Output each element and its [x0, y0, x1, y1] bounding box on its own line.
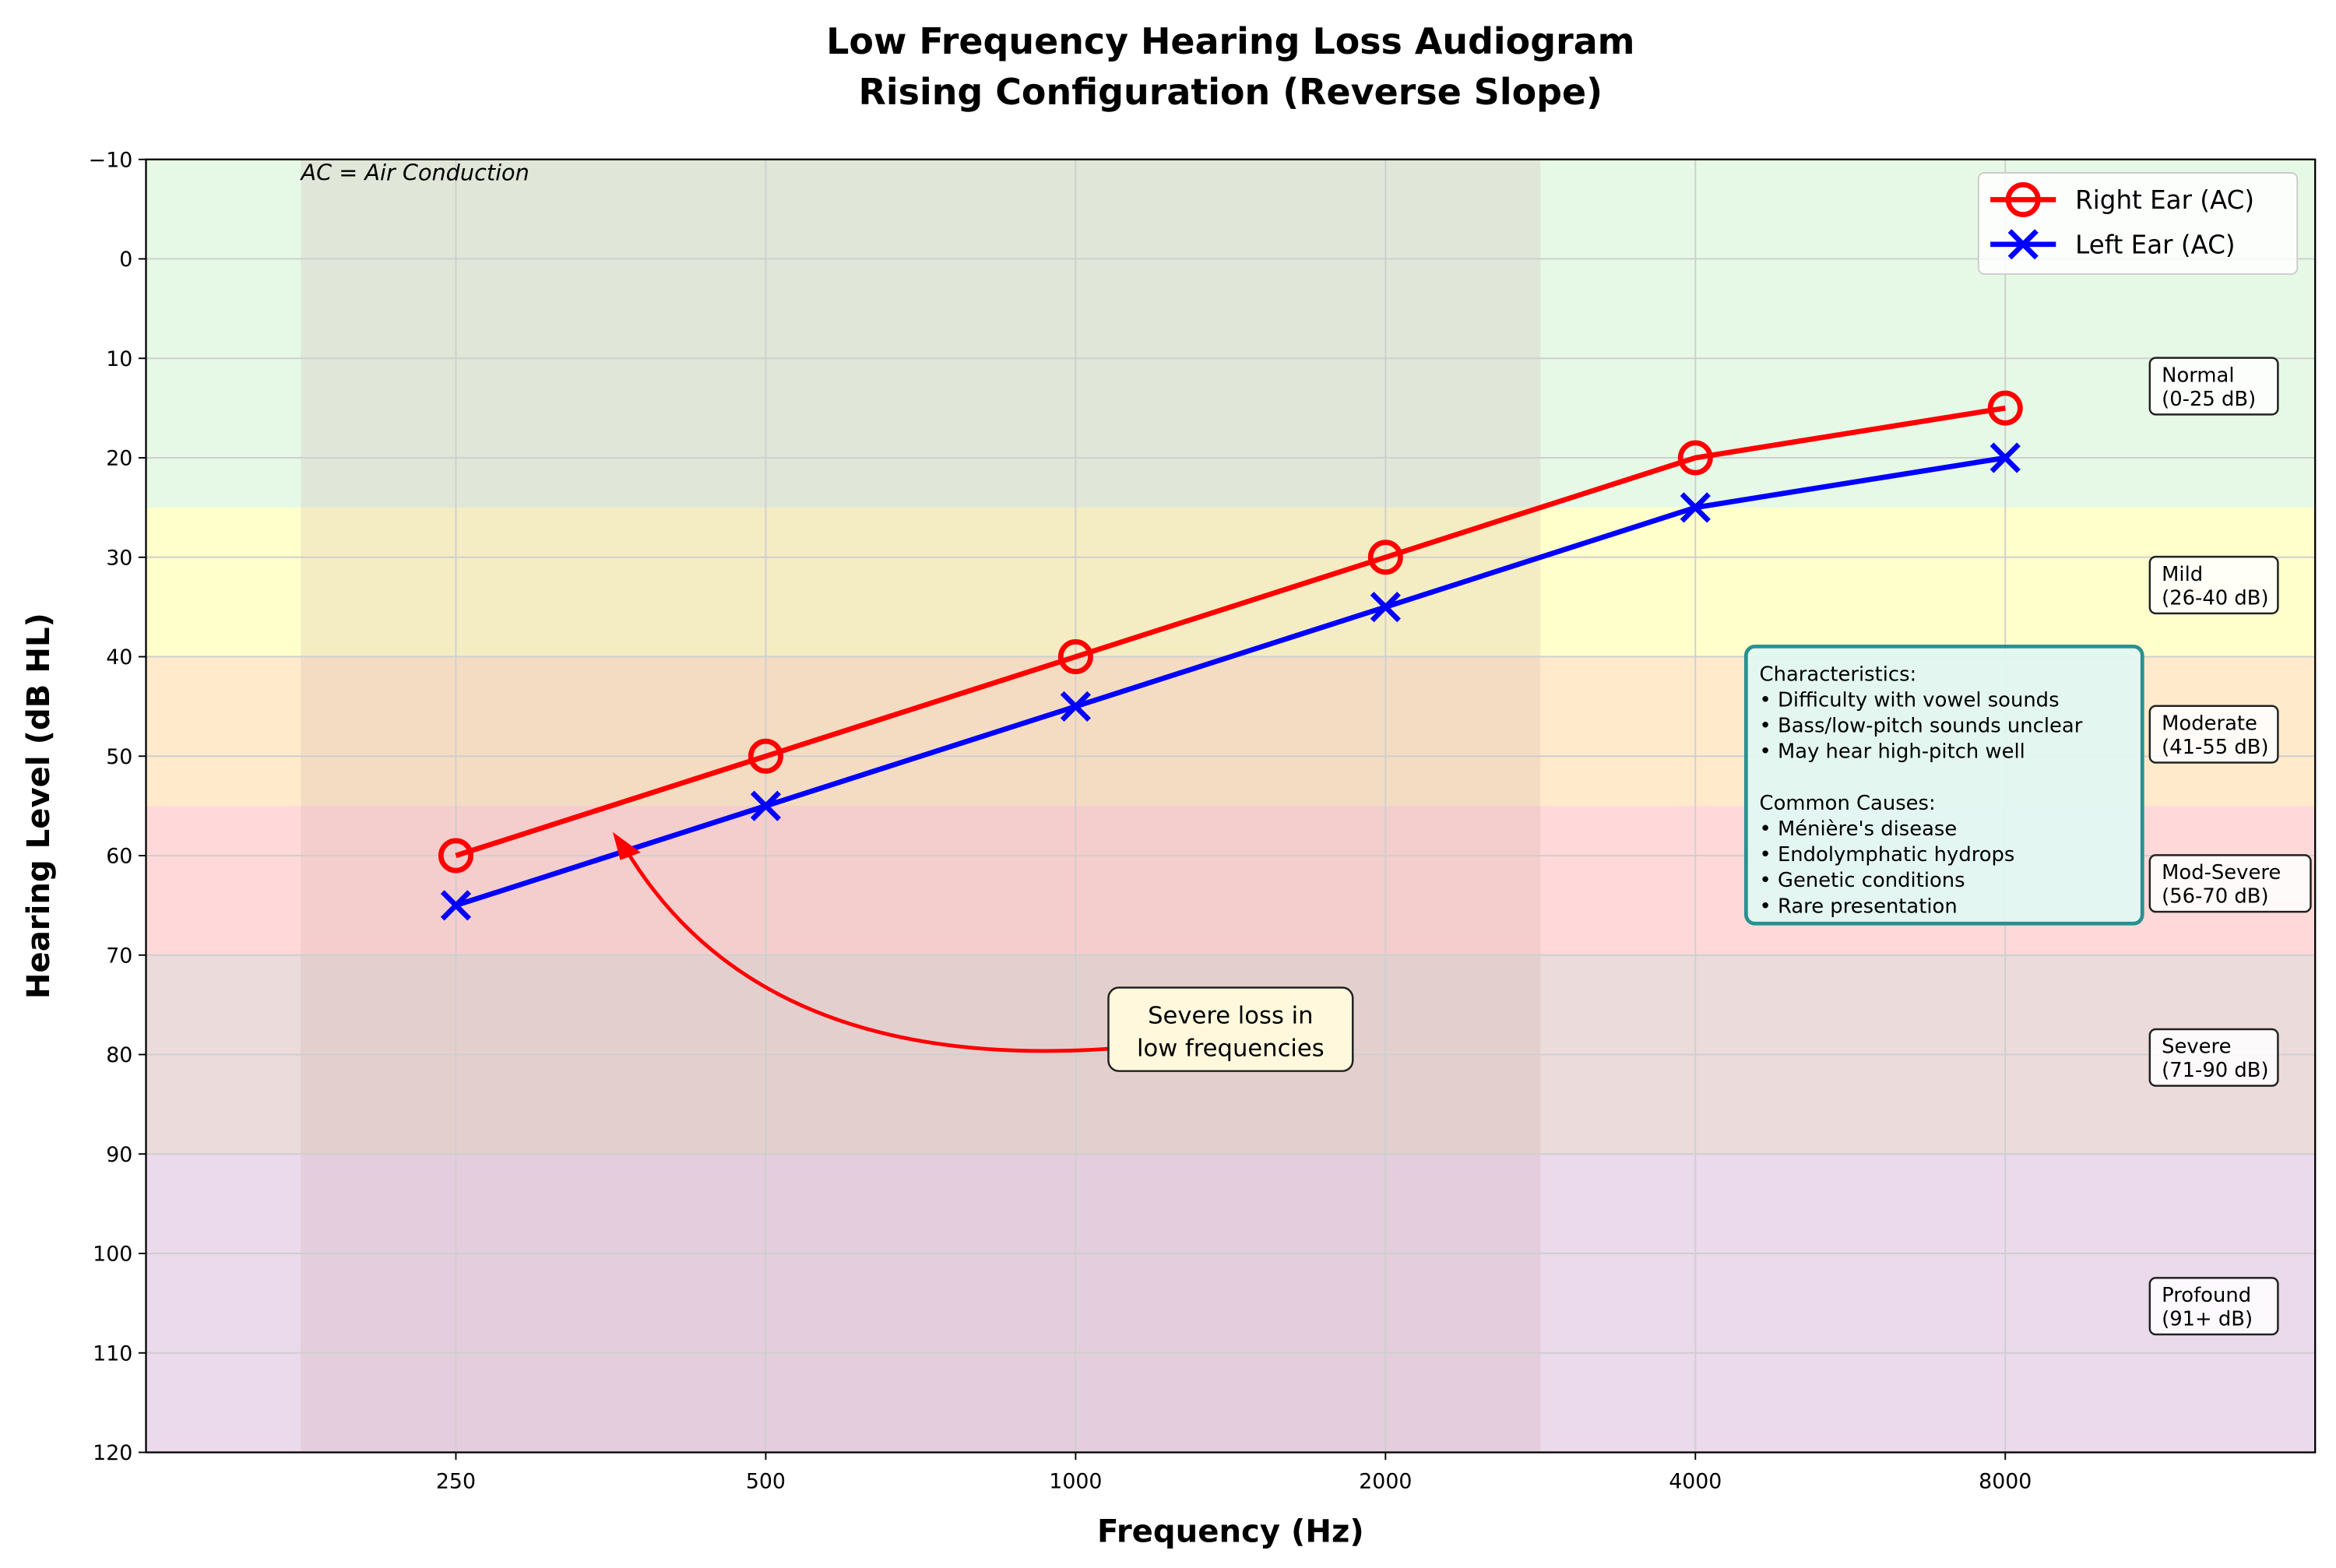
y-axis-label: Hearing Level (dB HL)	[21, 613, 57, 999]
arrow-head-icon	[612, 831, 641, 860]
ac-note: AC = Air Conduction	[299, 160, 529, 186]
y-tick-label: 90	[106, 1143, 132, 1167]
series-line-left	[455, 455, 2006, 909]
info-box-line: • May hear high-pitch well	[1760, 740, 2025, 764]
x-marker-icon	[2007, 229, 2039, 260]
info-box-line: Common Causes:	[1760, 792, 1936, 815]
band-normal	[146, 159, 2316, 508]
low-frequency-region	[301, 159, 1541, 1453]
annotation-text: Severe loss in	[1148, 1002, 1313, 1029]
info-box-line: • Bass/low-pitch sounds unclear	[1760, 715, 2083, 738]
severity-range: (91+ dB)	[2162, 1308, 2253, 1331]
info-box-line: Characteristics:	[1760, 663, 1917, 686]
x-tick-label: 4000	[1669, 1469, 1722, 1493]
x-mark-stroke	[1680, 492, 1711, 523]
severity-label: Severe	[2162, 1035, 2231, 1059]
severity-range: (56-70 dB)	[2162, 885, 2268, 909]
left-ear-point	[1989, 442, 2021, 473]
info-box-line: • Genetic conditions	[1760, 869, 1965, 892]
x-tick-label: 8000	[1979, 1469, 2032, 1493]
info-box-line: • Ménière's disease	[1760, 817, 1958, 841]
severity-label: Profound	[2162, 1284, 2251, 1307]
y-tick-label: 70	[106, 944, 132, 968]
legend-box	[1977, 172, 2299, 276]
right-ear-point	[1057, 639, 1093, 674]
y-tick-label: 20	[106, 447, 132, 471]
info-box-line: • Difficulty with vowel sounds	[1760, 689, 2060, 712]
left-ear-point	[1060, 691, 1091, 722]
severity-range: (0-25 dB)	[2162, 388, 2256, 411]
series-layer	[438, 390, 2023, 921]
legend-label: Right Ear (AC)	[2075, 185, 2254, 215]
x-mark-stroke	[1060, 691, 1091, 722]
x-mark-stroke	[750, 790, 782, 821]
x-tick-label: 2000	[1359, 1469, 1412, 1493]
x-mark-stroke	[1370, 592, 1401, 623]
right-ear-point	[1677, 440, 1713, 476]
plot-frame	[145, 158, 2317, 1454]
y-tick-label: 40	[106, 645, 132, 670]
severity-label: Normal	[2162, 364, 2234, 387]
circle-marker-icon	[2005, 181, 2041, 217]
x-mark-stroke	[440, 890, 472, 921]
x-mark-stroke	[1989, 442, 2021, 473]
chart-title: Low Frequency Hearing Loss Audiogram	[826, 20, 1634, 62]
right-ear-point	[1987, 390, 2023, 426]
y-tick-label: 60	[106, 845, 132, 869]
annotation-text: low frequencies	[1137, 1035, 1325, 1063]
band-mild	[146, 507, 2316, 657]
x-tick-label: 500	[746, 1469, 786, 1493]
x-axis-label: Frequency (Hz)	[1097, 1514, 1364, 1549]
y-tick-label: 30	[106, 546, 132, 570]
y-tick-label: −10	[89, 148, 132, 172]
band-profound	[146, 1154, 2316, 1453]
series-line-right	[455, 405, 2006, 859]
severity-label-box	[2148, 357, 2279, 416]
annotation-arrow	[624, 848, 1110, 1053]
y-tick-label: 0	[119, 248, 132, 272]
info-box	[1743, 645, 2144, 926]
severity-range: (41-55 dB)	[2162, 736, 2268, 759]
right-ear-point	[748, 738, 783, 774]
severity-label-box	[2148, 555, 2279, 615]
y-tick-label: 10	[106, 347, 132, 371]
severity-label: Mild	[2162, 563, 2203, 586]
right-ear-point	[1367, 540, 1403, 575]
legend-label: Left Ear (AC)	[2075, 230, 2235, 259]
y-tick-label: 80	[106, 1043, 132, 1067]
chart-subtitle: Rising Configuration (Reverse Slope)	[859, 71, 1603, 113]
left-ear-point	[440, 890, 472, 921]
right-ear-point	[438, 838, 473, 874]
y-tick-label: 110	[93, 1341, 132, 1366]
left-ear-point	[750, 790, 782, 821]
axes: −10 0 10 20 30 40 50 60 70 80 90 100 110 120 250 500 100…	[89, 148, 2317, 1493]
left-ear-point	[1680, 492, 1711, 523]
annotation-layer: Normal(0-25 dB) Mild(26-40 dB) Moderate(41…	[612, 357, 2312, 1336]
left-ear-point	[1370, 592, 1401, 623]
severity-label-box	[2148, 854, 2312, 913]
severity-range: (71-90 dB)	[2162, 1059, 2268, 1082]
severity-label: Moderate	[2162, 712, 2257, 735]
y-tick-label: 120	[93, 1441, 132, 1465]
severity-label-box	[2148, 1277, 2279, 1336]
severity-label-box	[2148, 1028, 2279, 1087]
x-tick-label: 1000	[1049, 1469, 1102, 1493]
y-tick-label: 50	[106, 745, 132, 769]
x-tick-label: 250	[436, 1469, 476, 1493]
severity-label: Mod-Severe	[2162, 861, 2281, 884]
info-box-line: • Endolymphatic hydrops	[1760, 843, 2015, 867]
annotation-box	[1107, 986, 1354, 1072]
info-box-line: • Rare presentation	[1760, 895, 1958, 918]
severity-label-box	[2148, 705, 2279, 764]
severity-range: (26-40 dB)	[2162, 586, 2268, 610]
y-tick-label: 100	[93, 1243, 132, 1267]
legend: Right Ear (AC) Left Ear (AC)	[1977, 172, 2299, 276]
